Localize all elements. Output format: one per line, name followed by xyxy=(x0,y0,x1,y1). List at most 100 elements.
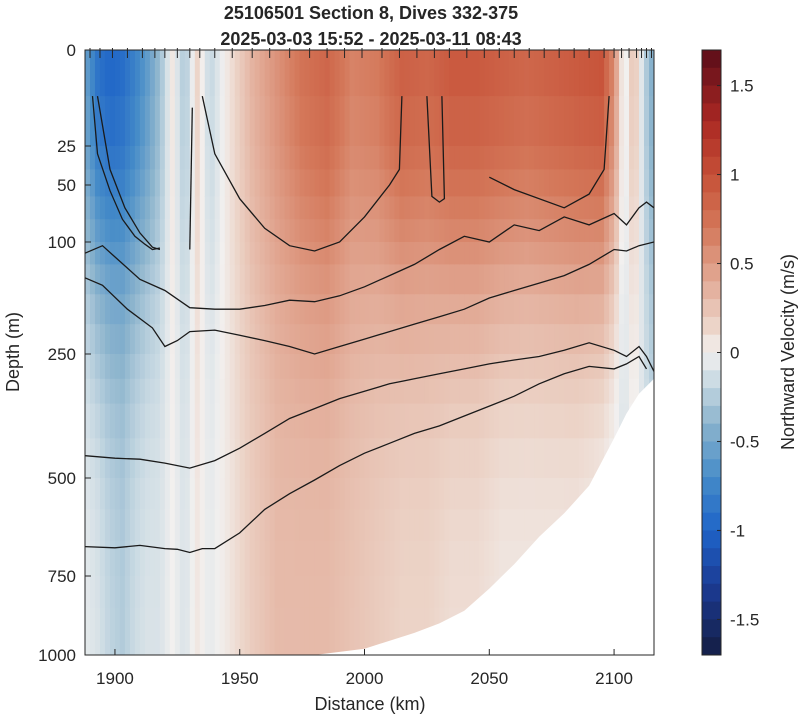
field-cell xyxy=(129,219,136,243)
field-cell xyxy=(314,509,321,542)
field-cell xyxy=(569,354,575,380)
field-cell xyxy=(384,264,391,295)
field-cell xyxy=(94,378,101,405)
field-cell xyxy=(229,219,236,243)
field-cell xyxy=(544,354,550,380)
field-cell xyxy=(449,540,455,577)
field-cell xyxy=(509,378,515,405)
field-cell xyxy=(589,264,595,295)
field-cell xyxy=(279,540,286,577)
field-cell xyxy=(234,354,241,380)
colorbar: 1.510.50-0.5-1-1.5 xyxy=(701,49,759,656)
field-cell xyxy=(469,96,475,147)
field-cell xyxy=(144,509,151,542)
field-cell xyxy=(339,478,346,510)
field-cell xyxy=(134,576,141,609)
colorbar-band xyxy=(702,245,721,265)
colorbar-band xyxy=(702,405,721,425)
field-cell xyxy=(439,576,445,609)
field-cell xyxy=(314,438,321,479)
field-cell xyxy=(579,438,585,479)
field-cell xyxy=(469,540,475,577)
field-cell xyxy=(229,540,236,577)
field-cell xyxy=(124,50,131,97)
field-cell xyxy=(559,264,565,295)
field-cell xyxy=(244,219,251,243)
field-cell xyxy=(329,169,336,197)
field-cell xyxy=(259,50,266,97)
colorbar-band xyxy=(702,601,721,620)
field-cell xyxy=(624,169,630,197)
field-cell xyxy=(199,378,206,405)
field-cell xyxy=(284,540,291,577)
field-cell xyxy=(219,354,226,380)
field-cell xyxy=(339,403,346,439)
field-cell xyxy=(444,378,450,405)
field-cell xyxy=(384,242,391,265)
field-cell xyxy=(234,219,241,243)
field-cell xyxy=(144,607,151,655)
field-cell xyxy=(339,509,346,542)
field-cell xyxy=(144,354,151,380)
field-cell xyxy=(289,576,296,609)
field-cell xyxy=(259,576,266,609)
field-cell xyxy=(89,540,96,577)
colorbar-tick-label: 1 xyxy=(730,166,739,185)
field-cell xyxy=(254,196,261,220)
field-cell xyxy=(179,196,186,220)
field-cell xyxy=(134,540,141,577)
field-cell xyxy=(289,242,296,265)
field-cell xyxy=(629,146,635,170)
field-cell xyxy=(619,294,625,325)
field-cell xyxy=(609,264,615,295)
field-cell xyxy=(474,219,480,243)
field-cell xyxy=(204,607,211,655)
field-cell xyxy=(409,219,416,243)
field-cell xyxy=(309,354,316,380)
field-cell xyxy=(119,264,126,295)
field-cell xyxy=(159,242,166,265)
field-cell xyxy=(404,294,411,325)
field-cell xyxy=(424,354,430,380)
field-cell xyxy=(294,354,301,380)
field-cell xyxy=(464,219,470,243)
field-cell xyxy=(429,96,435,147)
field-cell xyxy=(234,607,241,655)
field-cell xyxy=(484,219,490,243)
field-cell xyxy=(524,294,530,325)
field-cell xyxy=(519,403,525,439)
field-cell xyxy=(299,169,306,197)
field-cell xyxy=(264,540,271,577)
field-cell xyxy=(514,146,520,170)
field-cell xyxy=(349,354,356,380)
field-cell xyxy=(229,169,236,197)
field-cell xyxy=(249,324,256,355)
field-cell xyxy=(154,509,161,542)
field-cell xyxy=(129,509,136,542)
field-cell xyxy=(374,607,381,655)
field-cell xyxy=(434,324,440,355)
field-cell xyxy=(314,540,321,577)
field-cell xyxy=(384,509,391,542)
field-cell xyxy=(614,324,620,355)
field-cell xyxy=(139,403,146,439)
field-cell xyxy=(269,607,276,655)
field-cell xyxy=(359,219,366,243)
field-cell xyxy=(444,478,450,510)
field-cell xyxy=(154,540,161,577)
field-cell xyxy=(544,242,550,265)
field-cell xyxy=(209,540,216,577)
field-cell xyxy=(129,607,136,655)
field-cell xyxy=(514,219,520,243)
field-cell xyxy=(99,324,106,355)
field-cell xyxy=(85,607,91,655)
field-cell xyxy=(544,478,550,510)
dive-markers xyxy=(89,48,653,58)
field-cell xyxy=(314,196,321,220)
field-cell xyxy=(434,403,440,439)
y-tick-label: 0 xyxy=(67,41,76,60)
field-cell xyxy=(304,607,311,655)
field-cell xyxy=(89,196,96,220)
field-cell xyxy=(284,219,291,243)
field-cell xyxy=(584,403,590,439)
